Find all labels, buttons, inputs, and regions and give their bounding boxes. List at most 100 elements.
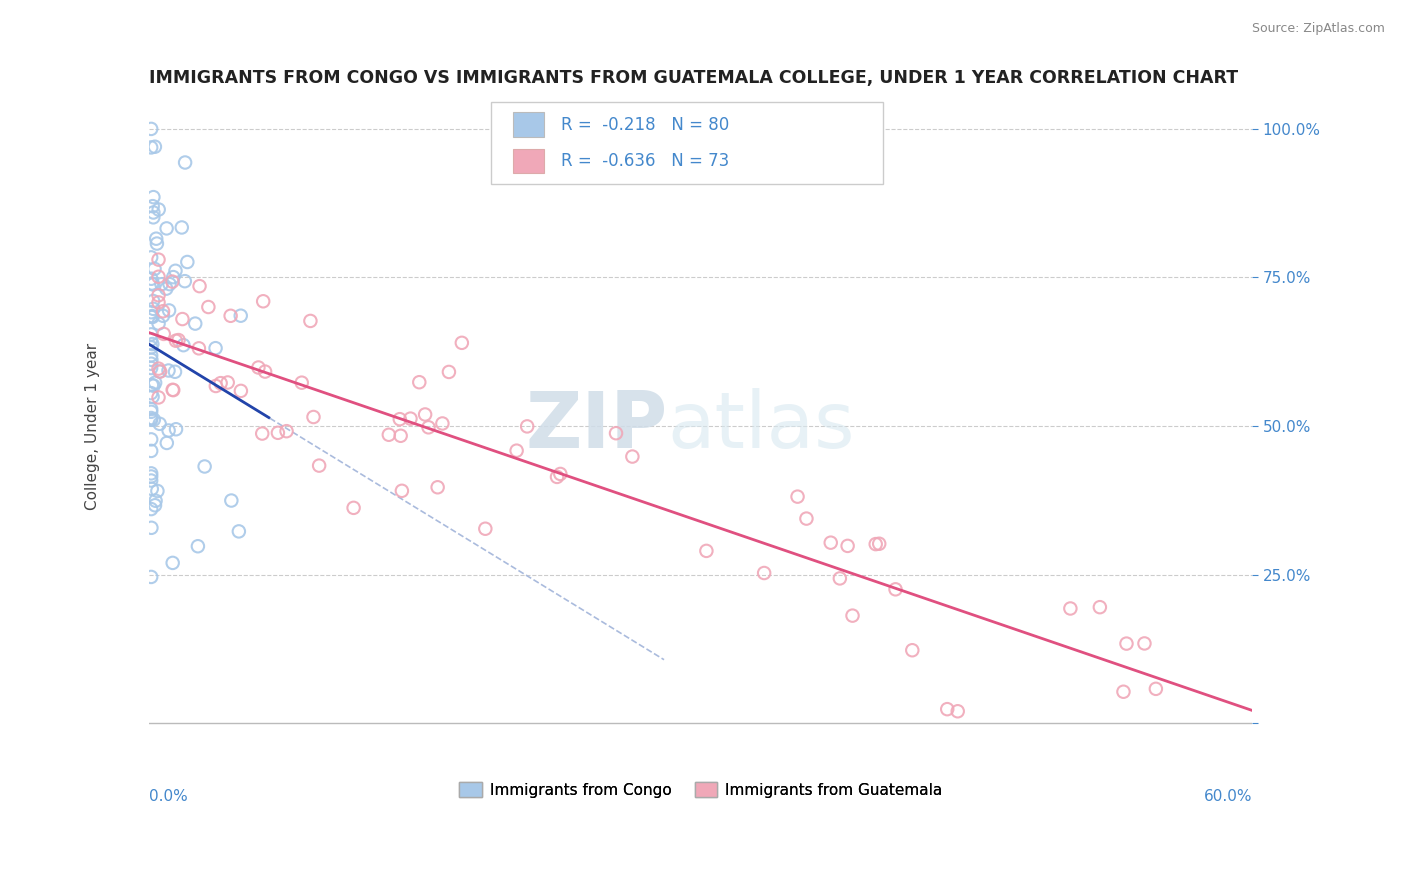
- Point: [141, 521, 163, 535]
- Point: [156, 436, 179, 450]
- Point: [408, 375, 430, 389]
- Point: [141, 482, 163, 496]
- Point: [141, 411, 163, 425]
- Point: [143, 261, 166, 276]
- Point: [786, 490, 808, 504]
- Point: [901, 643, 924, 657]
- Point: [165, 264, 187, 278]
- Point: [165, 422, 187, 436]
- Point: [162, 556, 184, 570]
- Point: [145, 232, 167, 246]
- Point: [752, 566, 775, 580]
- Point: [378, 427, 401, 442]
- Point: [388, 412, 411, 426]
- Text: atlas: atlas: [668, 388, 855, 464]
- Point: [389, 429, 412, 443]
- Point: [219, 309, 242, 323]
- Point: [155, 221, 177, 235]
- Point: [176, 255, 198, 269]
- Point: [474, 522, 496, 536]
- Point: [142, 211, 165, 225]
- Point: [143, 498, 166, 512]
- Point: [148, 317, 170, 331]
- Point: [884, 582, 907, 597]
- Point: [146, 236, 169, 251]
- Point: [141, 570, 163, 584]
- Point: [1088, 600, 1111, 615]
- Point: [188, 279, 211, 293]
- Point: [1133, 636, 1156, 650]
- Point: [505, 443, 527, 458]
- Point: [170, 220, 193, 235]
- Point: [141, 337, 163, 351]
- Point: [141, 327, 163, 342]
- Point: [141, 467, 163, 481]
- Point: [252, 426, 274, 441]
- Point: [308, 458, 330, 473]
- Point: [391, 483, 413, 498]
- Point: [187, 342, 209, 356]
- Point: [221, 493, 243, 508]
- Point: [605, 426, 627, 441]
- Point: [141, 271, 163, 285]
- Legend: Immigrants from Congo, Immigrants from Guatemala: Immigrants from Congo, Immigrants from G…: [453, 776, 949, 804]
- Point: [141, 309, 163, 323]
- Point: [148, 252, 170, 267]
- Point: [142, 205, 165, 219]
- Text: ZIP: ZIP: [526, 388, 668, 464]
- Point: [148, 391, 170, 405]
- Point: [141, 140, 163, 154]
- Point: [1144, 681, 1167, 696]
- Point: [163, 365, 186, 379]
- Point: [141, 122, 163, 136]
- Point: [187, 539, 209, 553]
- Point: [209, 376, 232, 391]
- Point: [141, 332, 163, 346]
- Point: [142, 412, 165, 426]
- Point: [1115, 637, 1137, 651]
- Point: [157, 363, 180, 377]
- Point: [152, 304, 174, 318]
- Point: [148, 364, 170, 378]
- Point: [837, 539, 859, 553]
- Point: [1059, 601, 1081, 615]
- FancyBboxPatch shape: [513, 149, 544, 173]
- Point: [418, 420, 440, 434]
- Point: [150, 277, 173, 292]
- Point: [165, 334, 187, 348]
- Point: [695, 544, 717, 558]
- Point: [152, 309, 174, 323]
- Point: [141, 386, 163, 401]
- Point: [173, 274, 195, 288]
- Point: [184, 317, 207, 331]
- Point: [252, 294, 274, 309]
- Point: [143, 376, 166, 390]
- Point: [229, 384, 252, 398]
- Point: [841, 608, 863, 623]
- Text: R =  -0.218   N = 80: R = -0.218 N = 80: [561, 116, 728, 134]
- Point: [141, 361, 163, 376]
- Point: [145, 493, 167, 508]
- Point: [450, 335, 472, 350]
- Point: [152, 326, 174, 341]
- Text: R =  -0.636   N = 73: R = -0.636 N = 73: [561, 152, 728, 170]
- Text: 0.0%: 0.0%: [149, 789, 188, 804]
- Text: Source: ZipAtlas.com: Source: ZipAtlas.com: [1251, 22, 1385, 36]
- Point: [141, 433, 163, 447]
- Point: [141, 469, 163, 483]
- Point: [229, 309, 252, 323]
- Point: [141, 251, 163, 265]
- Point: [141, 405, 163, 419]
- FancyBboxPatch shape: [513, 112, 544, 137]
- Point: [142, 390, 165, 404]
- Point: [205, 379, 228, 393]
- Point: [174, 155, 197, 169]
- Point: [342, 500, 364, 515]
- Point: [142, 301, 165, 316]
- Point: [141, 348, 163, 362]
- Point: [828, 571, 851, 585]
- Point: [865, 537, 887, 551]
- Point: [141, 340, 163, 354]
- Point: [162, 275, 184, 289]
- Point: [194, 459, 217, 474]
